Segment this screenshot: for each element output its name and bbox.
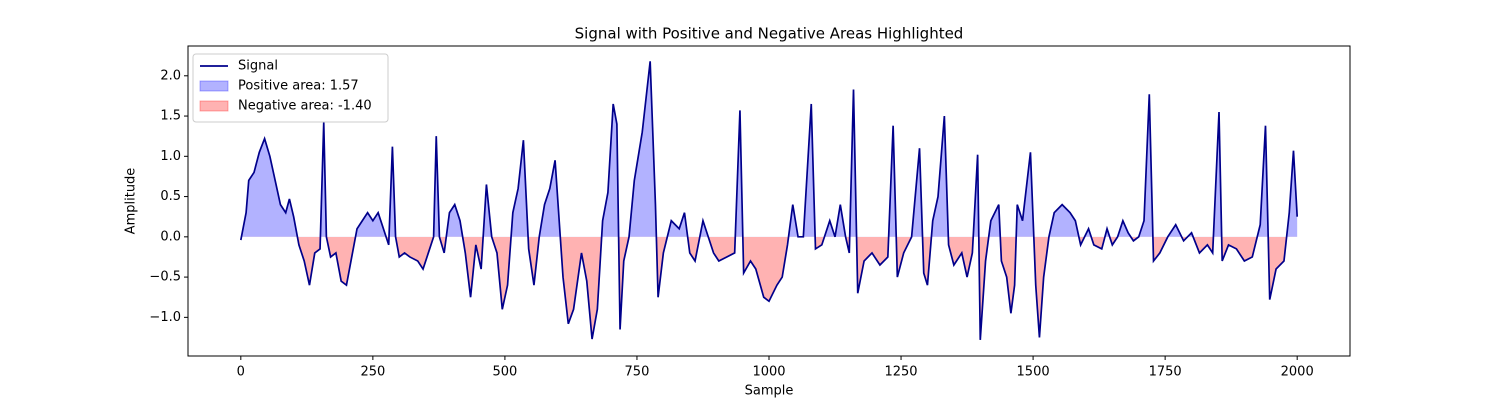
x-tick-label: 1500 — [1017, 365, 1050, 380]
legend-label: Negative area: -1.40 — [238, 99, 372, 114]
x-tick-label: 0 — [237, 365, 245, 380]
y-tick-label: −0.5 — [149, 270, 181, 285]
y-tick-label: −1.0 — [149, 310, 181, 325]
legend-swatch — [199, 100, 229, 112]
x-tick-label: 750 — [625, 365, 650, 380]
y-tick-label: 2.0 — [160, 68, 181, 83]
y-axis-label: Amplitude — [124, 168, 139, 235]
x-tick-label: 2000 — [1281, 365, 1314, 380]
legend-swatch — [199, 80, 229, 92]
legend-label: Signal — [238, 59, 278, 74]
plot-frame — [187, 45, 1351, 357]
legend-box — [192, 53, 389, 123]
x-tick-label: 500 — [492, 365, 517, 380]
x-axis-label: Sample — [745, 384, 794, 399]
signal-line — [239, 61, 1299, 340]
legend-label: Positive area: 1.57 — [238, 79, 359, 94]
x-tick-label: 250 — [360, 365, 385, 380]
y-tick-label: 1.5 — [160, 109, 181, 124]
x-tick-label: 1000 — [752, 365, 785, 380]
x-tick-label: 1750 — [1149, 365, 1182, 380]
y-tick-label: 0.5 — [160, 189, 181, 204]
y-tick-label: 0.0 — [160, 229, 181, 244]
area-neg — [240, 236, 1287, 340]
x-tick-label: 1250 — [884, 365, 917, 380]
y-tick-label: 1.0 — [160, 149, 181, 164]
chart-title: Signal with Positive and Negative Areas … — [575, 25, 964, 43]
